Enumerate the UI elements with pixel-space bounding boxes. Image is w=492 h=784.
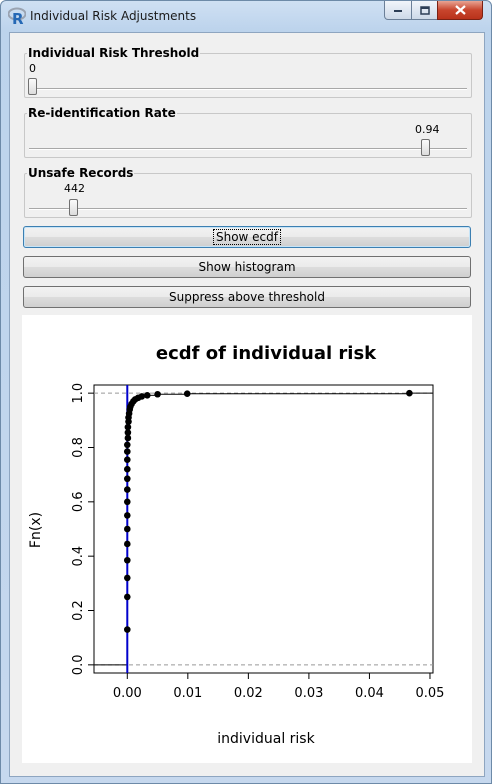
ecdf-point xyxy=(183,390,191,397)
ecdf-point xyxy=(123,486,131,493)
ecdf-point xyxy=(124,423,132,431)
ecdf-point xyxy=(124,429,132,436)
ecdf-point xyxy=(123,593,131,601)
y-axis-label: Fn(x) xyxy=(28,512,44,548)
ecdf-chart: ecdf of individual risk Fn(x) individual… xyxy=(28,343,444,747)
reidentification-group: Re-identification Rate 0.94 xyxy=(24,106,472,158)
client-area: Individual Risk Threshold 0 Re-identific… xyxy=(9,32,485,777)
x-tick-label: 0.00 xyxy=(113,686,142,701)
x-axis-label: individual risk xyxy=(217,731,315,747)
y-tick-label: 0.4 xyxy=(71,546,86,567)
ecdf-point xyxy=(406,389,413,397)
minimize-button[interactable] xyxy=(384,1,412,20)
ecdf-point xyxy=(123,441,131,449)
ecdf-point xyxy=(123,525,131,533)
suppress-button[interactable]: Suppress above threshold xyxy=(23,286,471,308)
y-tick-label: 0.6 xyxy=(71,491,86,512)
svg-text:R: R xyxy=(12,10,24,25)
threshold-slider-track[interactable] xyxy=(29,88,467,90)
threshold-slider-thumb[interactable] xyxy=(28,78,37,95)
minimize-icon xyxy=(394,10,402,12)
ecdf-point xyxy=(123,456,131,464)
maximize-icon xyxy=(419,5,430,15)
plot-area: ecdf of individual risk Fn(x) individual… xyxy=(22,315,472,763)
x-tick-label: 0.01 xyxy=(173,686,202,701)
maximize-button[interactable] xyxy=(411,1,438,20)
window-title: Individual Risk Adjustments xyxy=(30,9,197,23)
show-ecdf-button[interactable]: Show ecdf xyxy=(23,226,471,248)
show-ecdf-label: Show ecdf xyxy=(212,229,282,245)
close-icon xyxy=(454,5,466,15)
show-histogram-button[interactable]: Show histogram xyxy=(23,256,471,278)
x-tick-label: 0.02 xyxy=(234,686,263,701)
ecdf-point xyxy=(123,512,131,519)
unsafe-records-slider-track[interactable] xyxy=(29,208,467,210)
y-tick-label: 0.8 xyxy=(71,437,86,458)
ecdf-point xyxy=(123,540,131,548)
x-tick-label: 0.04 xyxy=(355,686,384,701)
reidentification-slider-thumb[interactable] xyxy=(421,139,430,156)
x-tick-label: 0.05 xyxy=(415,686,444,701)
ecdf-point xyxy=(123,475,131,483)
y-tick-label: 0.0 xyxy=(71,655,86,676)
unsafe-records-label: Unsafe Records xyxy=(27,166,135,180)
ecdf-point xyxy=(124,434,132,442)
unsafe-records-group: Unsafe Records 442 xyxy=(24,166,472,218)
close-button[interactable] xyxy=(437,1,483,20)
ecdf-point xyxy=(123,498,131,506)
ecdf-point xyxy=(123,626,131,633)
unsafe-records-slider-thumb[interactable] xyxy=(69,199,78,216)
threshold-group: Individual Risk Threshold 0 xyxy=(24,46,472,98)
r-logo-icon: R xyxy=(8,7,26,25)
ecdf-point xyxy=(123,448,131,455)
y-tick-label: 0.2 xyxy=(71,600,86,621)
show-histogram-label: Show histogram xyxy=(198,260,296,274)
ecdf-point xyxy=(138,393,146,400)
ecdf-point xyxy=(123,465,131,473)
ecdf-point xyxy=(123,574,131,582)
ecdf-point xyxy=(143,392,151,399)
x-tick-label: 0.03 xyxy=(294,686,323,701)
ecdf-point xyxy=(154,390,161,398)
reidentification-slider-track[interactable] xyxy=(29,148,467,150)
suppress-label: Suppress above threshold xyxy=(169,290,325,304)
y-tick-label: 1.0 xyxy=(71,383,86,404)
plot-frame xyxy=(93,384,434,674)
title-bar[interactable]: R Individual Risk Adjustments xyxy=(1,1,491,31)
reidentification-value: 0.94 xyxy=(415,123,440,136)
chart-title: ecdf of individual risk xyxy=(156,343,377,364)
ecdf-point xyxy=(123,556,131,564)
reidentification-label: Re-identification Rate xyxy=(27,106,177,120)
unsafe-records-value: 442 xyxy=(64,182,85,195)
threshold-value: 0 xyxy=(29,62,36,75)
threshold-label: Individual Risk Threshold xyxy=(27,46,201,60)
